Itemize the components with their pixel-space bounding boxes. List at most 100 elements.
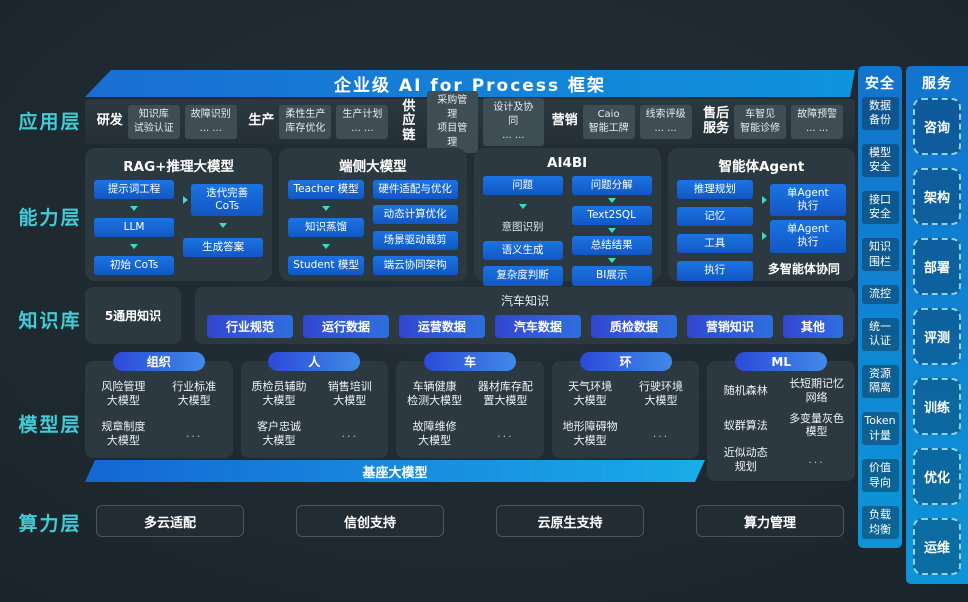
label-model-layer: 模型层: [18, 414, 82, 436]
model-item: 质检员辅助 大模型: [251, 380, 307, 407]
label-knowledge-layer: 知识库: [18, 310, 82, 332]
model-group-pill: 人: [268, 352, 361, 371]
model-group-ml: ML 随机森林 长短期记忆 网络 蚁群算法 多变量灰色 模型 近似动态 规划 .…: [707, 352, 855, 481]
card-title: AI4BI: [547, 155, 588, 171]
service-item: 评测: [913, 308, 961, 365]
rag-flow-right: 迭代完善 CoTs 生成答案: [183, 180, 264, 275]
model-item-more: ...: [808, 452, 825, 466]
knowledge-pill: 质检数据: [590, 315, 677, 338]
arrow-down-icon: [322, 206, 331, 212]
model-item-more: ...: [341, 427, 359, 441]
flow-node: 生成答案: [183, 238, 264, 258]
model-item: 行业标准 大模型: [172, 380, 217, 407]
knowledge-pill: 运行数据: [302, 315, 389, 338]
model-item: 地形障碍物 大模型: [562, 420, 618, 447]
model-item: 故障维修 大模型: [412, 420, 457, 447]
compute-item-management: 算力管理: [696, 505, 844, 537]
rag-flow-left: 提示词工程 LLM 初始 CoTs: [94, 180, 175, 275]
arrow-down-icon: [219, 223, 228, 229]
app-group-aftersales: 售后 服务 车智见 智能诊修 故障预警 ... ...: [699, 104, 847, 139]
card-ai4bi: AI4BI 问题 意图识别 语义生成 复杂度判断 问题分解 Text2SQL 总…: [473, 148, 661, 286]
app-chip: 故障预警 ... ...: [791, 104, 844, 139]
card-title: 智能体Agent: [718, 159, 805, 175]
app-group-marketing: 营销 Caio 智能工牌 线索评级 ... ...: [548, 104, 696, 139]
knowledge-pill: 其他: [782, 315, 843, 338]
service-column: 服务 咨询 架构 部署 评测 训练 优化 运维: [906, 66, 968, 584]
group-name: 营销: [551, 113, 578, 129]
feature-node: 端云协同架构: [372, 255, 458, 275]
agent-execution: 单Agent 执行 单Agent 执行 多智能体协同: [761, 180, 846, 281]
app-chip: 柔性生产 库存优化: [279, 104, 332, 139]
knowledge-pill: 营销知识: [686, 315, 773, 338]
model-group-vehicle: 车 车辆健康 检测大模型 器材库存配 置大模型 故障维修 大模型 ...: [396, 352, 544, 458]
service-item: 训练: [913, 378, 961, 435]
feature-node: 场景驱动裁剪: [372, 230, 458, 250]
label-application-layer: 应用层: [18, 111, 82, 133]
model-item: 长短期记忆 网络: [789, 377, 845, 405]
card-rag-reasoning-model: RAG+推理大模型 提示词工程 LLM 初始 CoTs 迭代完善 CoTs 生成…: [85, 148, 273, 281]
security-item: 负载 均衡: [861, 506, 899, 539]
label-capability-layer: 能力层: [18, 207, 82, 229]
ai4bi-flow-right: 问题分解 Text2SQL 总结结果 BI展示: [571, 176, 652, 286]
flow-node: LLM: [94, 217, 175, 238]
app-chip: 故障识别 ... ...: [184, 104, 237, 139]
flow-node: 迭代完善 CoTs: [191, 184, 264, 217]
compute-item-xinchuang: 信创支持: [296, 505, 444, 537]
service-item: 优化: [913, 448, 961, 505]
service-header: 服务: [922, 76, 952, 92]
model-item: 车辆健康 检测大模型: [407, 380, 463, 407]
security-item: 统一 认证: [861, 318, 899, 351]
base-model-banner: 基座大模型: [85, 460, 705, 482]
model-item: 客户忠诚 大模型: [256, 420, 301, 447]
model-item: 天气环境 大模型: [568, 380, 613, 407]
knowledge-pill: 汽车数据: [494, 315, 581, 338]
arrow-down-icon: [607, 198, 616, 204]
arrow-down-icon: [607, 258, 616, 264]
security-column: 安全 数据 备份 模型 安全 接口 安全 知识 围栏 流控 统一 认证 资源 隔…: [858, 66, 902, 548]
group-name: 供应 链: [402, 99, 416, 143]
model-item: 蚁群算法: [723, 418, 768, 432]
auto-knowledge-card: 汽车知识 行业规范 运行数据 运营数据 汽车数据 质检数据 营销知识 其他: [195, 287, 855, 344]
model-layer-row: 组织 风险管理 大模型 行业标准 大模型 规章制度 大模型 ... 人 质检员辅…: [85, 352, 855, 484]
app-group-production: 生产 柔性生产 库存优化 生产计划 ... ...: [245, 104, 393, 139]
card-edge-model: 端侧大模型 Teacher 模型 知识蒸馏 Student 模型 硬件适配与优化…: [279, 148, 467, 281]
flow-node: 知识蒸馏: [288, 217, 364, 238]
arrow-down-icon: [322, 243, 331, 249]
model-group-pill: ML: [735, 352, 828, 371]
model-item: 器材库存配 置大模型: [477, 380, 533, 407]
security-item: 流控: [861, 285, 899, 304]
agent-node: 工具: [676, 234, 753, 254]
flow-node: Teacher 模型: [288, 180, 364, 200]
service-item: 部署: [913, 238, 961, 295]
compute-layer-row: 多云适配 信创支持 云原生支持 算力管理: [85, 505, 855, 537]
agent-exec-node: 单Agent 执行: [769, 184, 846, 217]
knowledge-pill: 运营数据: [398, 315, 485, 338]
ai4bi-flow-left: 问题 意图识别 语义生成 复杂度判断: [482, 176, 563, 286]
app-group-supply-chain: 供应 链 采购管理 项目管理 设计及协同 ... ...: [396, 90, 544, 153]
model-item: 随机森林: [723, 384, 768, 398]
group-name: 生产: [248, 113, 275, 129]
edge-feature-list: 硬件适配与优化 动态计算优化 场景驱动裁剪 端云协同架构: [372, 180, 458, 275]
flow-node: 初始 CoTs: [94, 255, 175, 275]
flow-node: 语义生成: [482, 241, 563, 261]
flow-node: Text2SQL: [571, 206, 652, 226]
knowledge-layer-row: 5通用知识 汽车知识 行业规范 运行数据 运营数据 汽车数据 质检数据 营销知识…: [85, 287, 855, 344]
app-chip: 设计及协同 ... ...: [482, 97, 544, 146]
capability-layer-row: RAG+推理大模型 提示词工程 LLM 初始 CoTs 迭代完善 CoTs 生成…: [85, 148, 855, 286]
arrow-down-icon: [518, 204, 527, 210]
model-item-more: ...: [497, 427, 514, 441]
auto-knowledge-title: 汽车知识: [500, 294, 549, 308]
flow-node: Student 模型: [288, 255, 364, 275]
arrow-right-icon: [761, 232, 767, 241]
compute-item-cloudnative: 云原生支持: [496, 505, 644, 537]
arrow-right-icon: [761, 196, 767, 205]
edge-flow-left: Teacher 模型 知识蒸馏 Student 模型: [288, 180, 364, 275]
app-chip: 生产计划 ... ...: [336, 104, 389, 139]
arrow-down-icon: [607, 228, 616, 234]
multi-agent-caption: 多智能体协同: [767, 261, 840, 276]
security-item: 价值 导向: [861, 459, 899, 492]
model-group-person: 人 质检员辅助 大模型 销售培训 大模型 客户忠诚 大模型 ...: [240, 352, 389, 458]
model-group-pill: 车: [423, 352, 516, 371]
app-chip: 采购管理 项目管理: [426, 90, 478, 153]
